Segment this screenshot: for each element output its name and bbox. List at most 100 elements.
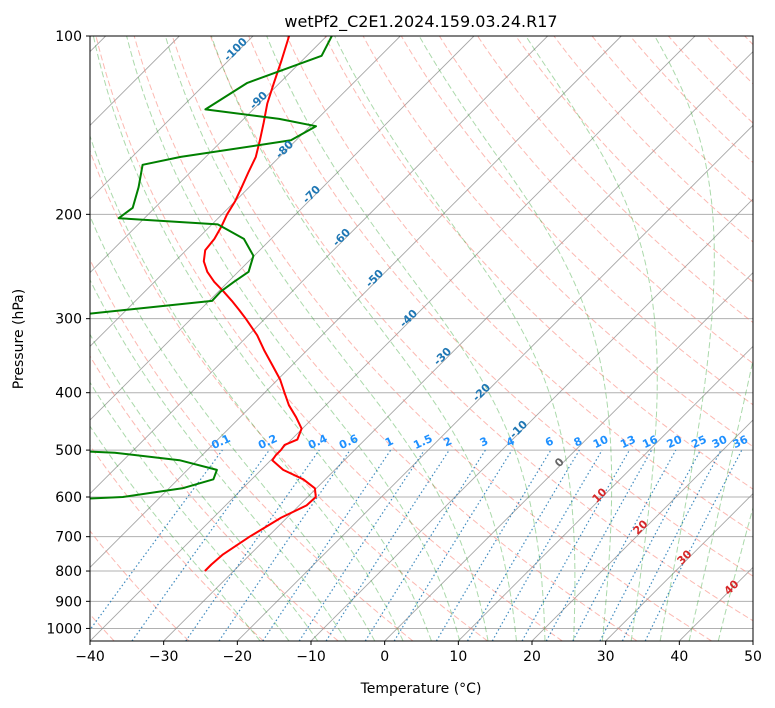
isotherm-line — [90, 36, 254, 200]
x-axis: −40 −30 −20 −10 0 10 20 30 40 50 — [75, 641, 762, 665]
isotherm-line — [90, 36, 327, 274]
moist-adiabat-line — [90, 381, 290, 641]
x-axis-title: Temperature (°C) — [360, 681, 482, 697]
moist-adiabat-line — [334, 36, 576, 641]
y-tick-label: 900 — [55, 594, 82, 610]
mixing-ratio-line — [325, 449, 450, 641]
mixing-ratio-line — [466, 449, 580, 641]
isotherm-line — [90, 36, 548, 495]
mixing-ratio-label: 16 — [640, 433, 660, 451]
mixing-ratio-line — [435, 449, 552, 641]
mixing-ratio-line — [545, 449, 653, 641]
temperature-profile — [202, 36, 317, 572]
moist-adiabat-line — [164, 36, 489, 641]
y-tick-label: 100 — [55, 29, 82, 45]
moist-adiabat-line — [654, 36, 715, 641]
profiles — [90, 36, 333, 572]
isotherm-line — [90, 36, 401, 347]
x-tick-label: 40 — [670, 649, 688, 665]
mixing-ratio-line — [572, 449, 677, 641]
x-tick-label: 30 — [597, 649, 615, 665]
y-tick-label: 500 — [55, 443, 82, 459]
moist-adiabat-line — [266, 36, 546, 641]
dry-adiabat-line — [95, 36, 563, 641]
x-tick-label: −10 — [296, 649, 326, 665]
plot-area — [90, 36, 753, 641]
x-tick-label: 10 — [449, 649, 467, 665]
mixing-ratio-label: 25 — [689, 433, 708, 451]
x-tick-label: −20 — [223, 649, 253, 665]
y-axis: 100 200 300 400 500 600 700 800 900 1000 — [46, 29, 90, 637]
moist-adiabat-line — [525, 36, 658, 641]
moist-adiabat-line — [90, 425, 261, 641]
isotherm-line — [163, 51, 753, 641]
y-tick-label: 300 — [55, 312, 82, 328]
dry-adiabat-line — [286, 36, 753, 533]
isotherm-line — [531, 419, 753, 641]
dewpoint-profile — [90, 36, 333, 500]
isotherm-line — [458, 345, 753, 641]
dry-adiabat-line — [90, 258, 414, 641]
dry-adiabat-line — [210, 36, 753, 622]
y-tick-label: 400 — [55, 386, 82, 402]
mixing-ratio-line — [364, 449, 486, 641]
mixing-ratio-line — [185, 449, 320, 641]
y-axis-title: Pressure (hPa) — [11, 289, 27, 389]
moist-adiabat-line — [210, 36, 517, 641]
y-tick-label: 200 — [55, 207, 82, 223]
y-tick-label: 700 — [55, 530, 82, 546]
mixing-ratio-label: 13 — [618, 433, 637, 451]
isotherm-line — [90, 36, 622, 568]
mixing-ratio-line — [393, 449, 513, 641]
dry-adiabat-line — [324, 36, 753, 490]
y-tick-label: 800 — [55, 564, 82, 580]
dry-adiabat-line — [90, 149, 488, 641]
chart-title: wetPf2_C2E1.2024.159.03.24.R17 — [284, 12, 557, 32]
moist-adiabat-line — [418, 36, 613, 641]
dry-adiabat-line — [90, 530, 190, 641]
dry-adiabat-line — [400, 36, 753, 406]
y-tick-label: 1000 — [46, 621, 82, 637]
isotherm-line — [384, 272, 753, 641]
mixing-ratio-line — [90, 449, 223, 631]
dry-adiabat-line — [591, 36, 753, 203]
mixing-ratio-lines — [90, 449, 743, 641]
dry-adiabat-line — [629, 36, 753, 164]
isotherm-line — [90, 36, 475, 421]
y-tick-label: 600 — [55, 490, 82, 506]
x-tick-label: 20 — [523, 649, 541, 665]
isotherm-line — [605, 493, 753, 641]
dry-adiabat-line — [248, 36, 753, 577]
mixing-ratio-label: 10 — [591, 433, 611, 451]
x-tick-label: −40 — [75, 649, 105, 665]
isobar-grid — [90, 36, 753, 629]
dry-adiabat-line — [438, 36, 753, 365]
dry-adiabat-line — [515, 36, 753, 283]
mixing-ratio-line — [521, 449, 631, 641]
dry-adiabats — [90, 36, 753, 641]
moist-adiabat-line — [90, 134, 404, 641]
mixing-ratio-label: 20 — [665, 433, 685, 451]
plot-frame — [89, 35, 754, 642]
mixing-ratio-label: 30 — [710, 433, 730, 451]
dry-adiabat-line — [362, 36, 753, 448]
mixing-ratio-line — [218, 449, 351, 641]
dry-adiabat-line — [90, 355, 339, 641]
dry-adiabat-line — [133, 36, 638, 641]
x-tick-label: 50 — [744, 649, 762, 665]
dry-adiabat-line — [477, 36, 753, 324]
isotherm-line — [237, 124, 753, 641]
moist-adiabat-line — [90, 214, 376, 641]
moist-adiabat-line — [90, 333, 319, 641]
x-tick-label: 0 — [380, 649, 389, 665]
isotherm-line — [90, 36, 696, 641]
moist-adiabats — [90, 36, 753, 641]
isotherm-grid — [90, 36, 753, 641]
moist-adiabat-line — [688, 357, 753, 641]
mixing-ratio-label: 36 — [731, 433, 751, 451]
mixing-ratio-line — [491, 449, 603, 641]
moist-adiabat-line — [92, 36, 432, 641]
dry-adiabat-line — [553, 36, 753, 243]
